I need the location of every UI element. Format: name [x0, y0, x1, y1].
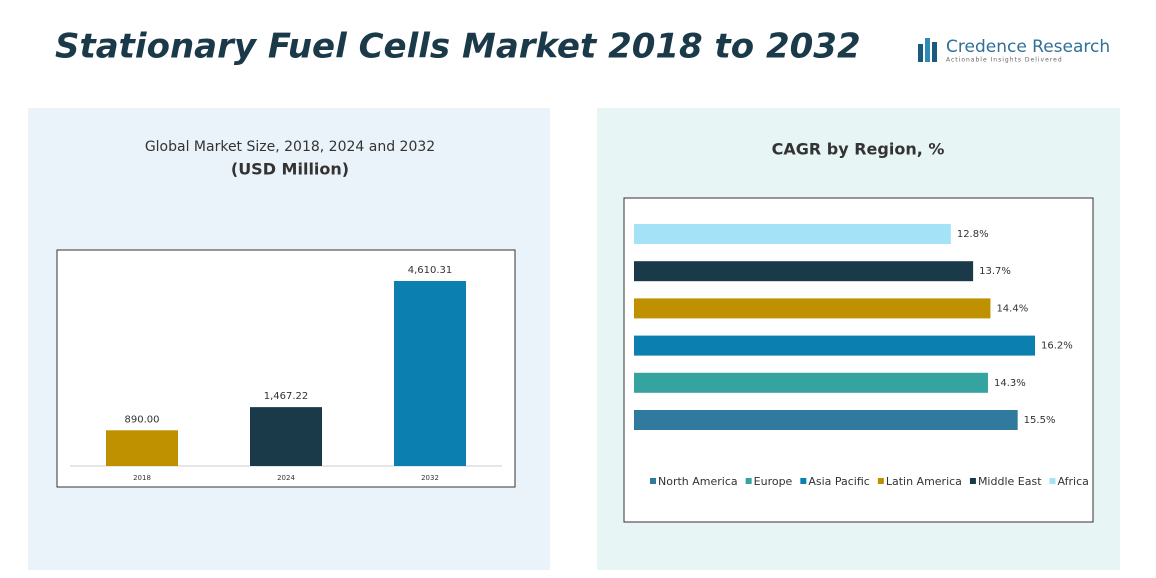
- bar: [634, 335, 1035, 356]
- x-tick-label: 2024: [277, 474, 295, 482]
- logo: Credence Research Actionable Insights De…: [918, 37, 1110, 64]
- bar: [634, 224, 951, 244]
- logo-icon: [932, 42, 937, 62]
- logo-icon: [918, 44, 923, 62]
- legend-label: Asia Pacific: [808, 475, 870, 488]
- bar: [634, 410, 1018, 430]
- legend-label: Middle East: [978, 475, 1042, 488]
- legend-swatch: [1049, 478, 1056, 484]
- legend-swatch: [877, 478, 884, 484]
- bar: [634, 298, 991, 319]
- chart-title: CAGR by Region, %: [772, 140, 945, 159]
- legend-swatch: [650, 478, 656, 484]
- brand: Credence Research: [946, 37, 1110, 57]
- legend-label: Europe: [754, 475, 793, 488]
- data-label: 13.7%: [979, 266, 1011, 277]
- data-label: 14.4%: [996, 303, 1028, 314]
- legend-swatch: [745, 478, 752, 484]
- page-title: Stationary Fuel Cells Market 2018 to 203…: [55, 27, 861, 67]
- bar: [394, 281, 466, 466]
- legend-label: Africa: [1058, 475, 1089, 488]
- data-label: 12.8%: [957, 229, 989, 240]
- legend-label: North America: [658, 475, 738, 488]
- data-label: 15.5%: [1024, 415, 1056, 426]
- x-tick-label: 2032: [421, 474, 439, 482]
- data-label: 14.3%: [994, 378, 1026, 389]
- chart-title: Global Market Size, 2018, 2024 and 2032: [145, 139, 435, 155]
- legend-label: Latin America: [886, 475, 962, 488]
- x-tick-label: 2018: [133, 474, 151, 482]
- bar: [106, 430, 178, 466]
- bar: [634, 261, 974, 282]
- data-label: 1,467.22: [264, 391, 309, 402]
- legend-swatch: [800, 478, 807, 484]
- chart-subtitle: (USD Million): [231, 160, 349, 179]
- tagline: Actionable Insights Delivered: [946, 57, 1063, 64]
- data-label: 890.00: [125, 414, 160, 425]
- legend-swatch: [969, 478, 976, 484]
- data-label: 16.2%: [1041, 341, 1073, 352]
- data-label: 4,610.31: [408, 265, 453, 276]
- logo-icon: [925, 38, 930, 62]
- bar: [250, 407, 322, 466]
- chart-box: [623, 197, 1094, 523]
- bar: [634, 372, 988, 393]
